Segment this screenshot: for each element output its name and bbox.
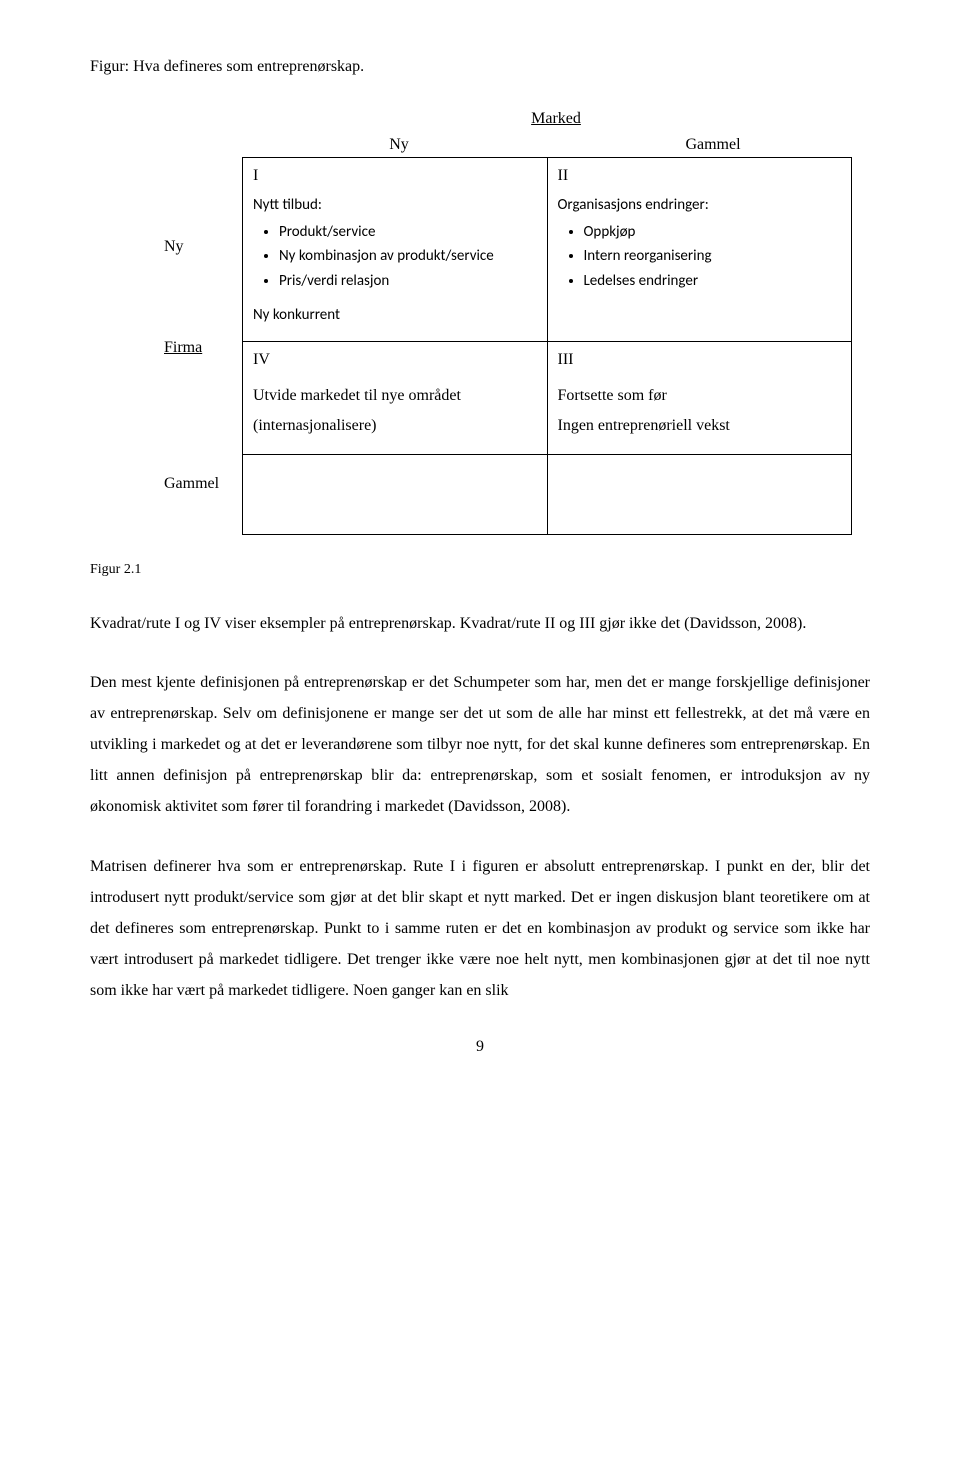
figure-caption: Figur: Hva defineres som entreprenørskap… (90, 55, 870, 79)
cell-II: II Organisasjons endringer: Oppkjøp Inte… (547, 158, 852, 342)
cell-I-bullets: Produkt/service Ny kombinasjon av produk… (253, 221, 537, 293)
cell-III-number: III (558, 348, 842, 372)
axis-firma-title: Firma (164, 336, 232, 360)
cell-I-bullet: Ny kombinasjon av produkt/service (279, 245, 537, 268)
cell-II-number: II (558, 164, 842, 188)
cell-II-heading: Organisasjons endringer: (558, 194, 842, 217)
cell-I-subheading: Ny konkurrent (253, 304, 537, 327)
body-paragraph-2: Den mest kjente definisjonen på entrepre… (90, 667, 870, 823)
cell-I-number: I (253, 164, 537, 188)
axis-market-title: Marked (242, 107, 870, 131)
cell-III-line2: Ingen entreprenøriell vekst (558, 414, 842, 438)
cell-II-bullet: Intern reorganisering (584, 245, 842, 268)
entrepreneurship-matrix: Marked Ny Gammel Ny Firma Gammel I Nytt … (164, 107, 870, 535)
cell-I-bullet: Produkt/service (279, 221, 537, 244)
col-header-ny: Ny (242, 133, 556, 157)
cell-I-bullet: Pris/verdi relasjon (279, 270, 537, 293)
cell-I-heading: Nytt tilbud: (253, 194, 537, 217)
cell-III: III Fortsette som før Ingen entreprenøri… (547, 341, 852, 454)
cell-II-bullets: Oppkjøp Intern reorganisering Ledelses e… (558, 221, 842, 293)
body-paragraph-3: Matrisen definerer hva som er entreprenø… (90, 851, 870, 1007)
cell-IV-line1: Utvide markedet til nye området (253, 384, 537, 408)
col-header-gammel: Gammel (556, 133, 870, 157)
cell-IV-line2: (internasjonalisere) (253, 414, 537, 438)
matrix-grid: I Nytt tilbud: Produkt/service Ny kombin… (242, 157, 852, 535)
row-header-gammel: Gammel (164, 436, 232, 496)
cell-IV-number: IV (253, 348, 537, 372)
cell-spacer-left (243, 454, 548, 534)
cell-II-bullet: Ledelses endringer (584, 270, 842, 293)
cell-spacer-right (547, 454, 852, 534)
cell-III-line1: Fortsette som før (558, 384, 842, 408)
page-number: 9 (90, 1035, 870, 1059)
cell-IV: IV Utvide markedet til nye området (inte… (243, 341, 548, 454)
body-paragraph-1: Kvadrat/rute I og IV viser eksempler på … (90, 608, 870, 639)
cell-II-bullet: Oppkjøp (584, 221, 842, 244)
row-header-ny: Ny (164, 195, 232, 259)
cell-I: I Nytt tilbud: Produkt/service Ny kombin… (243, 158, 548, 342)
figure-label: Figur 2.1 (90, 559, 870, 580)
